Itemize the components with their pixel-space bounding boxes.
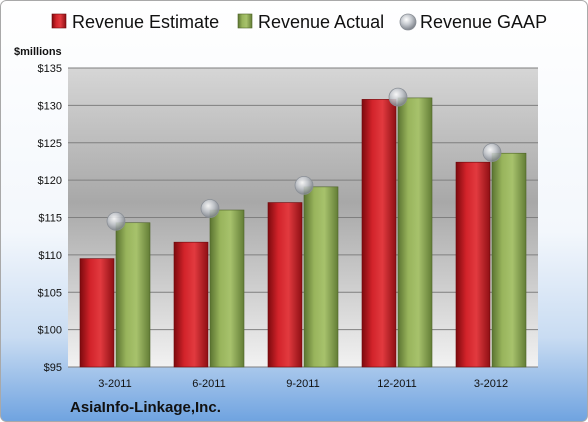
bar-revenue-estimate bbox=[79, 258, 115, 368]
y-tick-label: $100 bbox=[38, 325, 62, 337]
y-tick-label: $135 bbox=[38, 63, 62, 75]
legend-swatch-revenue-actual bbox=[237, 13, 253, 29]
marker-revenue-gaap bbox=[200, 199, 220, 218]
y-tick-label: $115 bbox=[38, 213, 62, 225]
legend-swatch-revenue-estimate bbox=[51, 13, 67, 29]
x-axis: 3-2011 6-2011 9-2011 12-2011 3-2012 bbox=[98, 378, 508, 390]
x-tick-label: 6-2011 bbox=[192, 378, 225, 390]
y-tick-label: $125 bbox=[38, 138, 62, 150]
marker-revenue-gaap bbox=[294, 175, 314, 195]
x-tick-label: 3-2012 bbox=[474, 378, 508, 390]
x-tick-label: 3-2011 bbox=[98, 378, 131, 390]
bar-revenue-actual bbox=[397, 97, 433, 368]
bar-revenue-actual bbox=[303, 186, 339, 368]
y-tick-label: $120 bbox=[38, 175, 62, 187]
legend: Revenue Estimate Revenue Actual Revenue GA… bbox=[51, 12, 547, 32]
bar-revenue-estimate bbox=[267, 202, 303, 368]
bar-revenue-actual bbox=[115, 222, 151, 368]
x-tick-label: 9-2011 bbox=[286, 378, 319, 390]
bars bbox=[79, 97, 527, 368]
bar-revenue-actual bbox=[491, 152, 527, 368]
marker-revenue-gaap bbox=[106, 211, 126, 231]
y-tick-label: $110 bbox=[38, 250, 62, 262]
marker-revenue-gaap bbox=[388, 87, 408, 107]
y-tick-label: $95 bbox=[44, 362, 62, 374]
legend-label-revenue-gaap: Revenue GAAP bbox=[420, 12, 547, 32]
legend-label-revenue-estimate: Revenue Estimate bbox=[72, 12, 219, 32]
legend-label-revenue-actual: Revenue Actual bbox=[258, 12, 384, 32]
y-tick-label: $130 bbox=[38, 100, 62, 112]
y-axis: $95 $100 $105 $110 $115 $120 $125 $130 $135 bbox=[38, 63, 62, 374]
marker-revenue-gaap bbox=[482, 143, 502, 162]
y-tick-label: $105 bbox=[38, 287, 62, 299]
bar-revenue-estimate bbox=[455, 161, 491, 368]
gaap-markers bbox=[106, 87, 502, 231]
legend-swatch-revenue-gaap bbox=[399, 13, 417, 31]
units-label: $millions bbox=[14, 46, 62, 58]
bar-revenue-estimate bbox=[361, 99, 397, 368]
x-tick-label: 12-2011 bbox=[377, 378, 417, 390]
bar-revenue-actual bbox=[209, 209, 245, 368]
bar-revenue-estimate bbox=[173, 241, 209, 368]
company-label: AsiaInfo-Linkage,Inc. bbox=[70, 399, 221, 416]
